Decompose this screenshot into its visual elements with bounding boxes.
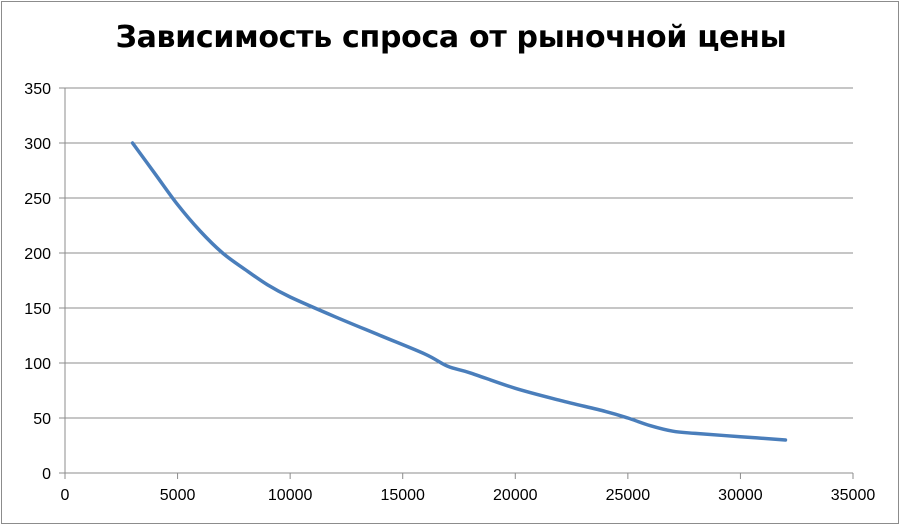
x-tick-label-25000: 25000 [606,487,651,504]
x-tick-label-35000: 35000 [831,487,876,504]
x-tick-label-10000: 10000 [268,487,313,504]
series-line-0 [130,141,788,442]
x-tick-label-20000: 20000 [493,487,538,504]
y-tick-label-200: 200 [24,246,51,263]
y-tick-label-50: 50 [33,411,51,428]
chart-title: Зависимость спроса от рыночной цены [115,20,787,55]
y-tick-label-300: 300 [24,136,51,153]
grid-lines [65,87,853,419]
x-tick-label-5000: 5000 [160,487,196,504]
axes [59,87,854,479]
x-tick-label-0: 0 [61,487,70,504]
x-tick-label-15000: 15000 [380,487,425,504]
series-layer [130,141,788,442]
x-tick-label-30000: 30000 [718,487,763,504]
y-tick-label-350: 350 [24,81,51,98]
y-tick-label-100: 100 [24,356,51,373]
tick-labels: 0 50 100 150 200 250 300 350 0 5000 10000 15000 2000… [24,81,875,504]
y-tick-label-150: 150 [24,301,51,318]
y-tick-label-0: 0 [42,466,51,483]
y-tick-label-250: 250 [24,191,51,208]
